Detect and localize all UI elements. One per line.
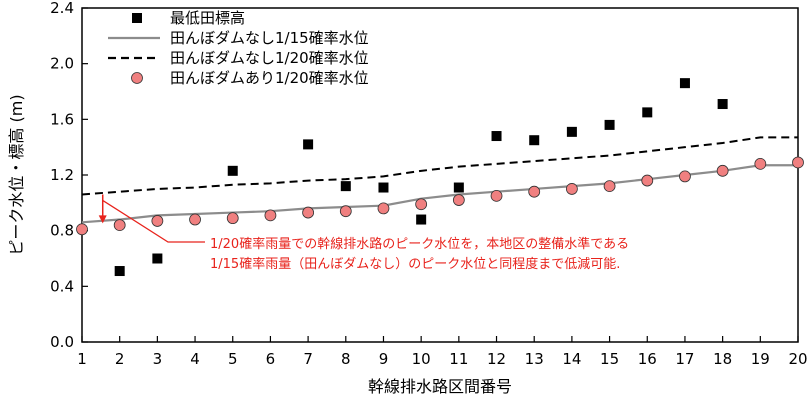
series-1: [81, 164, 798, 224]
legend: 最低田標高田んぼダムなし1/15確率水位田んぼダムなし1/20確率水位田んぼダム…: [108, 9, 369, 87]
legend-label-3: 田んぼダムあり1/20確率水位: [170, 69, 369, 87]
square-point-0-5: [378, 182, 389, 193]
x-tick-label-16: 17: [675, 350, 694, 368]
y-tick-label-1: 0.4: [50, 277, 74, 295]
square-point-0-12: [642, 107, 653, 118]
circle-point-3-17: [716, 164, 729, 177]
square-point-0-0: [114, 266, 125, 277]
x-tick-label-11: 12: [487, 350, 506, 368]
circle-point-3-1: [113, 219, 126, 232]
series-line-1: [81, 164, 798, 224]
legend-label-2: 田んぼダムなし1/20確率水位: [170, 49, 369, 67]
circle-point-3-8: [377, 202, 390, 215]
annotation-layer: 1/20確率雨量での幹線排水路のピーク水位を，本地区の整備水準である 1/15確率…: [98, 194, 629, 272]
legend-item-1: 田んぼダムなし1/15確率水位: [108, 29, 369, 47]
x-tick-label-17: 18: [713, 350, 732, 368]
circle-point-3-15: [641, 174, 654, 187]
circle-point-3-6: [302, 206, 315, 219]
annotation-arrowhead: [98, 215, 107, 224]
x-tick-label-15: 16: [638, 350, 657, 368]
y-tick-label-4: 1.6: [50, 110, 74, 128]
circle-point-3-2: [151, 215, 164, 227]
circle-point-3-4: [226, 212, 239, 225]
annotation-leader-line: [102, 199, 205, 243]
x-tick-label-13: 14: [562, 350, 581, 368]
square-point-0-11: [604, 119, 615, 130]
circle-point-3-19: [792, 156, 804, 169]
square-point-0-13: [679, 78, 690, 89]
circle-point-3-3: [189, 213, 201, 226]
series-line-2: [81, 136, 798, 196]
x-axis-title: 幹線排水路区間番号: [368, 377, 512, 396]
circle-point-3-14: [603, 180, 616, 193]
y-tick-label-2: 0.8: [50, 222, 74, 240]
legend-swatch-0: [132, 13, 142, 23]
x-tick-label-10: 11: [449, 350, 468, 368]
axes: 0.00.40.81.21.62.02.41 2 3 4 5 6 7 8 9 10 11 12 13 14…: [7, 0, 808, 396]
series-layer: [76, 78, 804, 277]
square-point-0-8: [491, 131, 502, 142]
x-tick-label-2: 3: [153, 350, 163, 368]
x-tick-label-0: 1: [77, 350, 87, 368]
x-tick-label-14: 15: [600, 350, 619, 368]
legend-swatch-3: [131, 72, 143, 84]
square-point-0-6: [416, 214, 427, 225]
square-point-0-7: [453, 182, 464, 193]
x-tick-label-3: 4: [190, 350, 200, 368]
x-tick-label-7: 8: [341, 350, 351, 368]
legend-item-0: 最低田標高: [132, 9, 245, 27]
x-tick-label-4: 5: [228, 350, 238, 368]
y-tick-label-0: 0.0: [50, 333, 74, 351]
x-tick-label-18: 19: [751, 350, 770, 368]
y-tick-label-5: 2.0: [50, 55, 74, 73]
circle-point-3-9: [415, 198, 428, 211]
x-tick-label-1: 2: [115, 350, 125, 368]
circle-point-3-12: [528, 185, 541, 198]
x-tick-label-19: 20: [788, 350, 807, 368]
square-point-0-10: [566, 126, 577, 137]
legend-label-0: 最低田標高: [170, 9, 245, 27]
y-tick-label-6: 2.4: [50, 0, 74, 17]
x-tick-label-6: 7: [303, 350, 313, 368]
circle-point-3-18: [754, 157, 767, 170]
legend-item-2: 田んぼダムなし1/20確率水位: [108, 49, 369, 67]
square-point-0-9: [529, 135, 540, 146]
series-3: [76, 156, 804, 236]
series-2: [81, 136, 798, 196]
circle-point-3-16: [679, 170, 691, 183]
circle-point-3-0: [76, 223, 88, 236]
x-tick-label-9: 10: [412, 350, 431, 368]
annotation-text-line-1: 1/15確率雨量（田んぼダムなし）のピーク水位と同程度まで低減可能.: [210, 256, 620, 272]
circle-point-3-7: [339, 205, 352, 218]
legend-item-3: 田んぼダムあり1/20確率水位: [131, 69, 369, 87]
circle-point-3-10: [452, 194, 465, 206]
legend-label-1: 田んぼダムなし1/15確率水位: [170, 29, 369, 47]
square-point-0-4: [340, 181, 351, 192]
x-tick-label-8: 9: [379, 350, 389, 368]
x-tick-label-5: 6: [266, 350, 276, 368]
series-0: [114, 78, 728, 277]
square-point-0-3: [303, 139, 314, 150]
square-point-0-2: [227, 165, 238, 176]
circle-point-3-5: [264, 209, 277, 222]
annotation-text-line-0: 1/20確率雨量での幹線排水路のピーク水位を，本地区の整備水準である: [210, 236, 629, 252]
y-tick-label-3: 1.2: [50, 166, 74, 184]
y-axis-title: ピーク水位・標高 (m): [7, 94, 26, 255]
square-point-0-14: [717, 99, 728, 110]
x-tick-label-12: 13: [525, 350, 544, 368]
circle-point-3-13: [565, 183, 578, 195]
circle-point-3-11: [490, 189, 503, 202]
square-point-0-1: [152, 253, 163, 264]
